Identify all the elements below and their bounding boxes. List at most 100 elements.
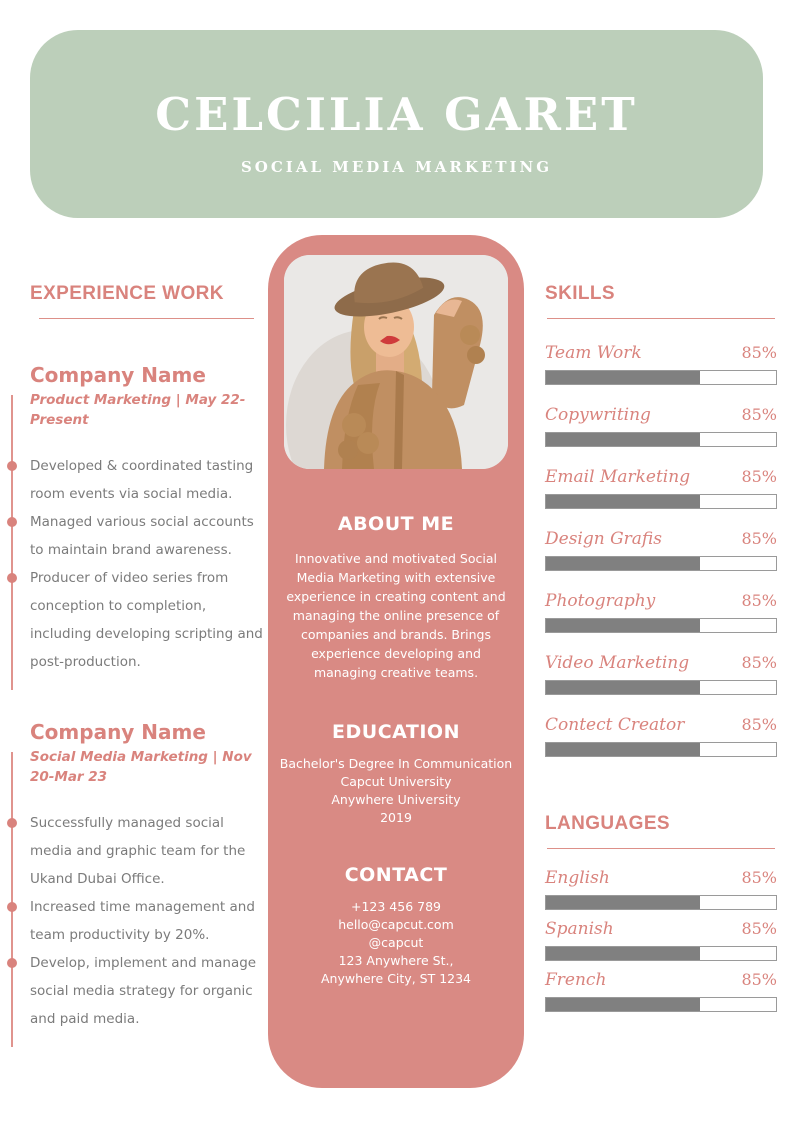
section-divider [39, 318, 254, 319]
panel-text-line: hello@capcut.com [338, 917, 454, 932]
contact-heading: CONTACT [344, 864, 448, 886]
progress-bar [545, 680, 777, 695]
skill-label-row: Contect Creator 85% [545, 715, 777, 735]
portrait-illustration [284, 255, 508, 469]
job-list: Company Name Product Marketing | May 22-… [7, 363, 263, 1047]
experience-heading: EXPERIENCE WORK [30, 283, 224, 304]
skill-percent: 85% [741, 715, 777, 734]
skill-percent: 85% [741, 868, 777, 887]
progress-bar-fill [546, 557, 701, 570]
skill-label: Team Work [545, 343, 642, 363]
skill-label: Design Grafis [545, 529, 662, 549]
skill-percent: 85% [741, 467, 777, 486]
skill-label: English [545, 868, 610, 888]
panel-text-line: Anywhere City, ST 1234 [320, 971, 472, 986]
skill-percent: 85% [741, 343, 777, 362]
progress-bar-fill [546, 947, 701, 960]
skills-heading: SKILLS [545, 283, 615, 304]
skill-label-row: French 85% [545, 970, 777, 990]
panel-text-line: +123 456 789 [351, 899, 441, 914]
person-job-title: SOCIAL MEDIA MARKETING [240, 158, 553, 176]
skill-label: Photography [545, 591, 656, 611]
skill-label-row: Photography 85% [545, 591, 777, 611]
job-entry: Company Name Social Media Marketing | No… [7, 720, 263, 1047]
progress-bar [545, 742, 777, 757]
profile-photo [284, 255, 508, 469]
about-heading: ABOUT ME [337, 513, 455, 535]
skill-item: Design Grafis 85% [545, 529, 777, 571]
panel-text-line: Capcut University [340, 774, 452, 789]
person-name: CELCILIA GARET [155, 88, 638, 141]
progress-bar [545, 895, 777, 910]
company-name: Company Name [30, 363, 206, 387]
header-banner: CELCILIA GARET SOCIAL MEDIA MARKETING [30, 30, 763, 218]
skill-percent: 85% [741, 653, 777, 672]
skill-label: French [545, 970, 607, 990]
progress-bar-fill [546, 743, 701, 756]
skill-percent: 85% [741, 591, 777, 610]
skills-section: SKILLS Team Work 85% Copywriting 85% Ema… [545, 283, 777, 1012]
progress-bar [545, 370, 777, 385]
progress-bar [545, 556, 777, 571]
skill-item: Video Marketing 85% [545, 653, 777, 695]
skill-label: Email Marketing [545, 467, 691, 487]
skill-label: Video Marketing [545, 653, 690, 673]
skill-label-row: Copywriting 85% [545, 405, 777, 425]
job-role-dates: Social Media Marketing | Nov 20-Mar 23 [30, 749, 252, 785]
skill-label-row: English 85% [545, 868, 777, 888]
education-heading: EDUCATION [332, 721, 460, 743]
about-text: Innovative and motivated Social Media Ma… [286, 551, 506, 680]
company-name: Company Name [30, 720, 206, 744]
job-bullet: Successfully managed social media and gr… [7, 809, 263, 893]
languages-heading: LANGUAGES [545, 813, 670, 834]
progress-bar-fill [546, 371, 701, 384]
profile-panel: ABOUT ME Innovative and motivated Social… [268, 235, 524, 1088]
panel-text-line: @capcut [368, 935, 424, 950]
progress-bar-fill [546, 433, 701, 446]
skill-percent: 85% [741, 919, 777, 938]
job-bullet: Developed & coordinated tasting room eve… [7, 452, 263, 508]
skill-label-row: Spanish 85% [545, 919, 777, 939]
skill-label: Copywriting [545, 405, 651, 425]
job-bullet-list: Successfully managed social media and gr… [7, 809, 263, 1033]
skill-item: Team Work 85% [545, 343, 777, 385]
progress-bar-fill [546, 896, 701, 909]
skill-label: Spanish [545, 919, 614, 939]
education-lines: Bachelor's Degree In Communication Capcut… [268, 755, 524, 827]
skill-item: Photography 85% [545, 591, 777, 633]
progress-bar-fill [546, 619, 701, 632]
progress-bar-fill [546, 998, 701, 1011]
panel-text-line: 123 Anywhere St., [338, 953, 454, 968]
job-role-dates: Product Marketing | May 22-Present [30, 392, 246, 428]
job-bullet: Increased time management and team produ… [7, 893, 263, 949]
language-item: French 85% [545, 970, 777, 1012]
job-bullet: Managed various social accounts to maint… [7, 508, 263, 564]
skill-item: Contect Creator 85% [545, 715, 777, 757]
panel-text-line: Anywhere University [331, 792, 461, 807]
progress-bar-fill [546, 681, 701, 694]
job-entry: Company Name Product Marketing | May 22-… [7, 363, 263, 690]
skill-percent: 85% [741, 529, 777, 548]
language-item: English 85% [545, 868, 777, 910]
skill-item: Email Marketing 85% [545, 467, 777, 509]
skill-item: Copywriting 85% [545, 405, 777, 447]
skill-label-row: Email Marketing 85% [545, 467, 777, 487]
skill-label: Contect Creator [545, 715, 685, 735]
section-divider [547, 318, 775, 319]
skill-percent: 85% [741, 970, 777, 989]
skill-percent: 85% [741, 405, 777, 424]
job-bullet-list: Developed & coordinated tasting room eve… [7, 452, 263, 676]
experience-section: EXPERIENCE WORK Company Name Product Mar… [7, 283, 263, 1047]
panel-text-line: 2019 [380, 810, 412, 825]
skill-label-row: Team Work 85% [545, 343, 777, 363]
progress-bar [545, 618, 777, 633]
panel-text-line: Bachelor's Degree In Communication [279, 756, 513, 771]
job-bullet: Develop, implement and manage social med… [7, 949, 263, 1033]
progress-bar [545, 432, 777, 447]
progress-bar [545, 494, 777, 509]
skills-list: Team Work 85% Copywriting 85% Email Mark… [545, 343, 777, 757]
progress-bar [545, 997, 777, 1012]
section-divider [547, 848, 775, 849]
progress-bar [545, 946, 777, 961]
